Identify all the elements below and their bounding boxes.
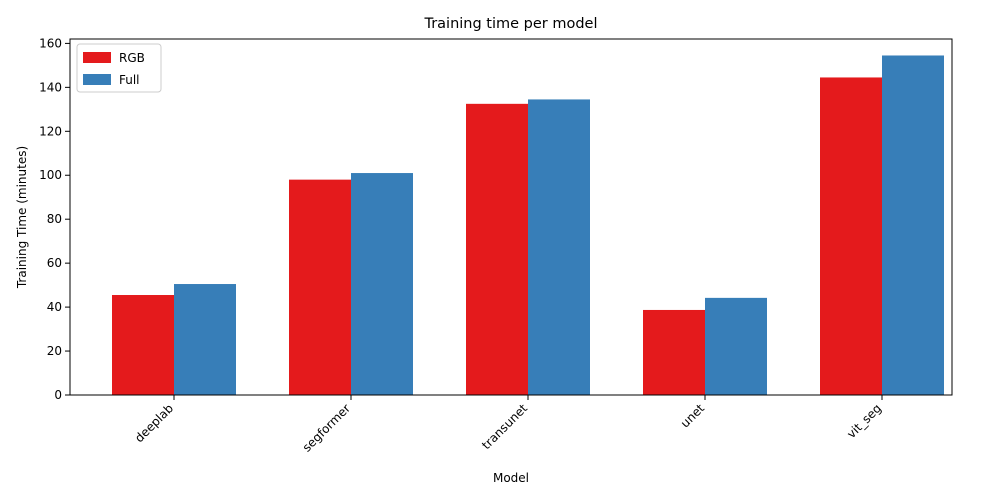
legend-label-full: Full	[119, 73, 140, 87]
y-tick-label: 0	[54, 388, 62, 402]
legend-swatch-full	[83, 74, 111, 85]
bar-rgb-segformer	[289, 179, 351, 395]
bar-full-vit_seg	[882, 55, 944, 396]
legend: RGB Full	[76, 43, 162, 93]
bar-rgb-deeplab	[112, 295, 174, 395]
y-tick-label: 20	[47, 344, 62, 358]
y-tick-label: 60	[47, 256, 62, 270]
x-tick-label-deeplab: deeplab	[132, 401, 176, 445]
y-axis: 0 20 40 60 80 100 120 140 160	[39, 36, 70, 402]
plot-frame	[69, 38, 953, 396]
x-tick-label-transunet: transunet	[479, 401, 530, 452]
legend-swatch-rgb	[83, 52, 111, 63]
chart-title: Training time per model	[423, 16, 597, 32]
y-axis-title: Training Time (minutes)	[15, 146, 29, 289]
bar-full-transunet	[528, 99, 590, 395]
x-axis: deeplab segformer transunet unet vit_seg	[132, 395, 884, 455]
y-tick-label: 40	[47, 300, 62, 314]
y-tick-label: 100	[39, 168, 62, 182]
bar-full-deeplab	[174, 284, 236, 395]
x-tick-label-segformer: segformer	[300, 401, 353, 454]
x-tick-label-vit_seg: vit_seg	[844, 401, 884, 441]
y-tick-label: 120	[39, 124, 62, 138]
bar-rgb-vit_seg	[820, 77, 882, 395]
bar-full-segformer	[351, 173, 413, 395]
y-tick-label: 160	[39, 36, 62, 50]
bar-full-unet	[705, 297, 767, 395]
bars-group	[112, 55, 944, 396]
y-tick-label: 140	[39, 80, 62, 94]
y-tick-label: 80	[47, 212, 62, 226]
bar-rgb-unet	[643, 309, 705, 395]
x-axis-title: Model	[493, 471, 529, 485]
legend-label-rgb: RGB	[119, 51, 145, 65]
bar-rgb-transunet	[466, 103, 528, 396]
x-tick-label-unet: unet	[678, 401, 707, 430]
